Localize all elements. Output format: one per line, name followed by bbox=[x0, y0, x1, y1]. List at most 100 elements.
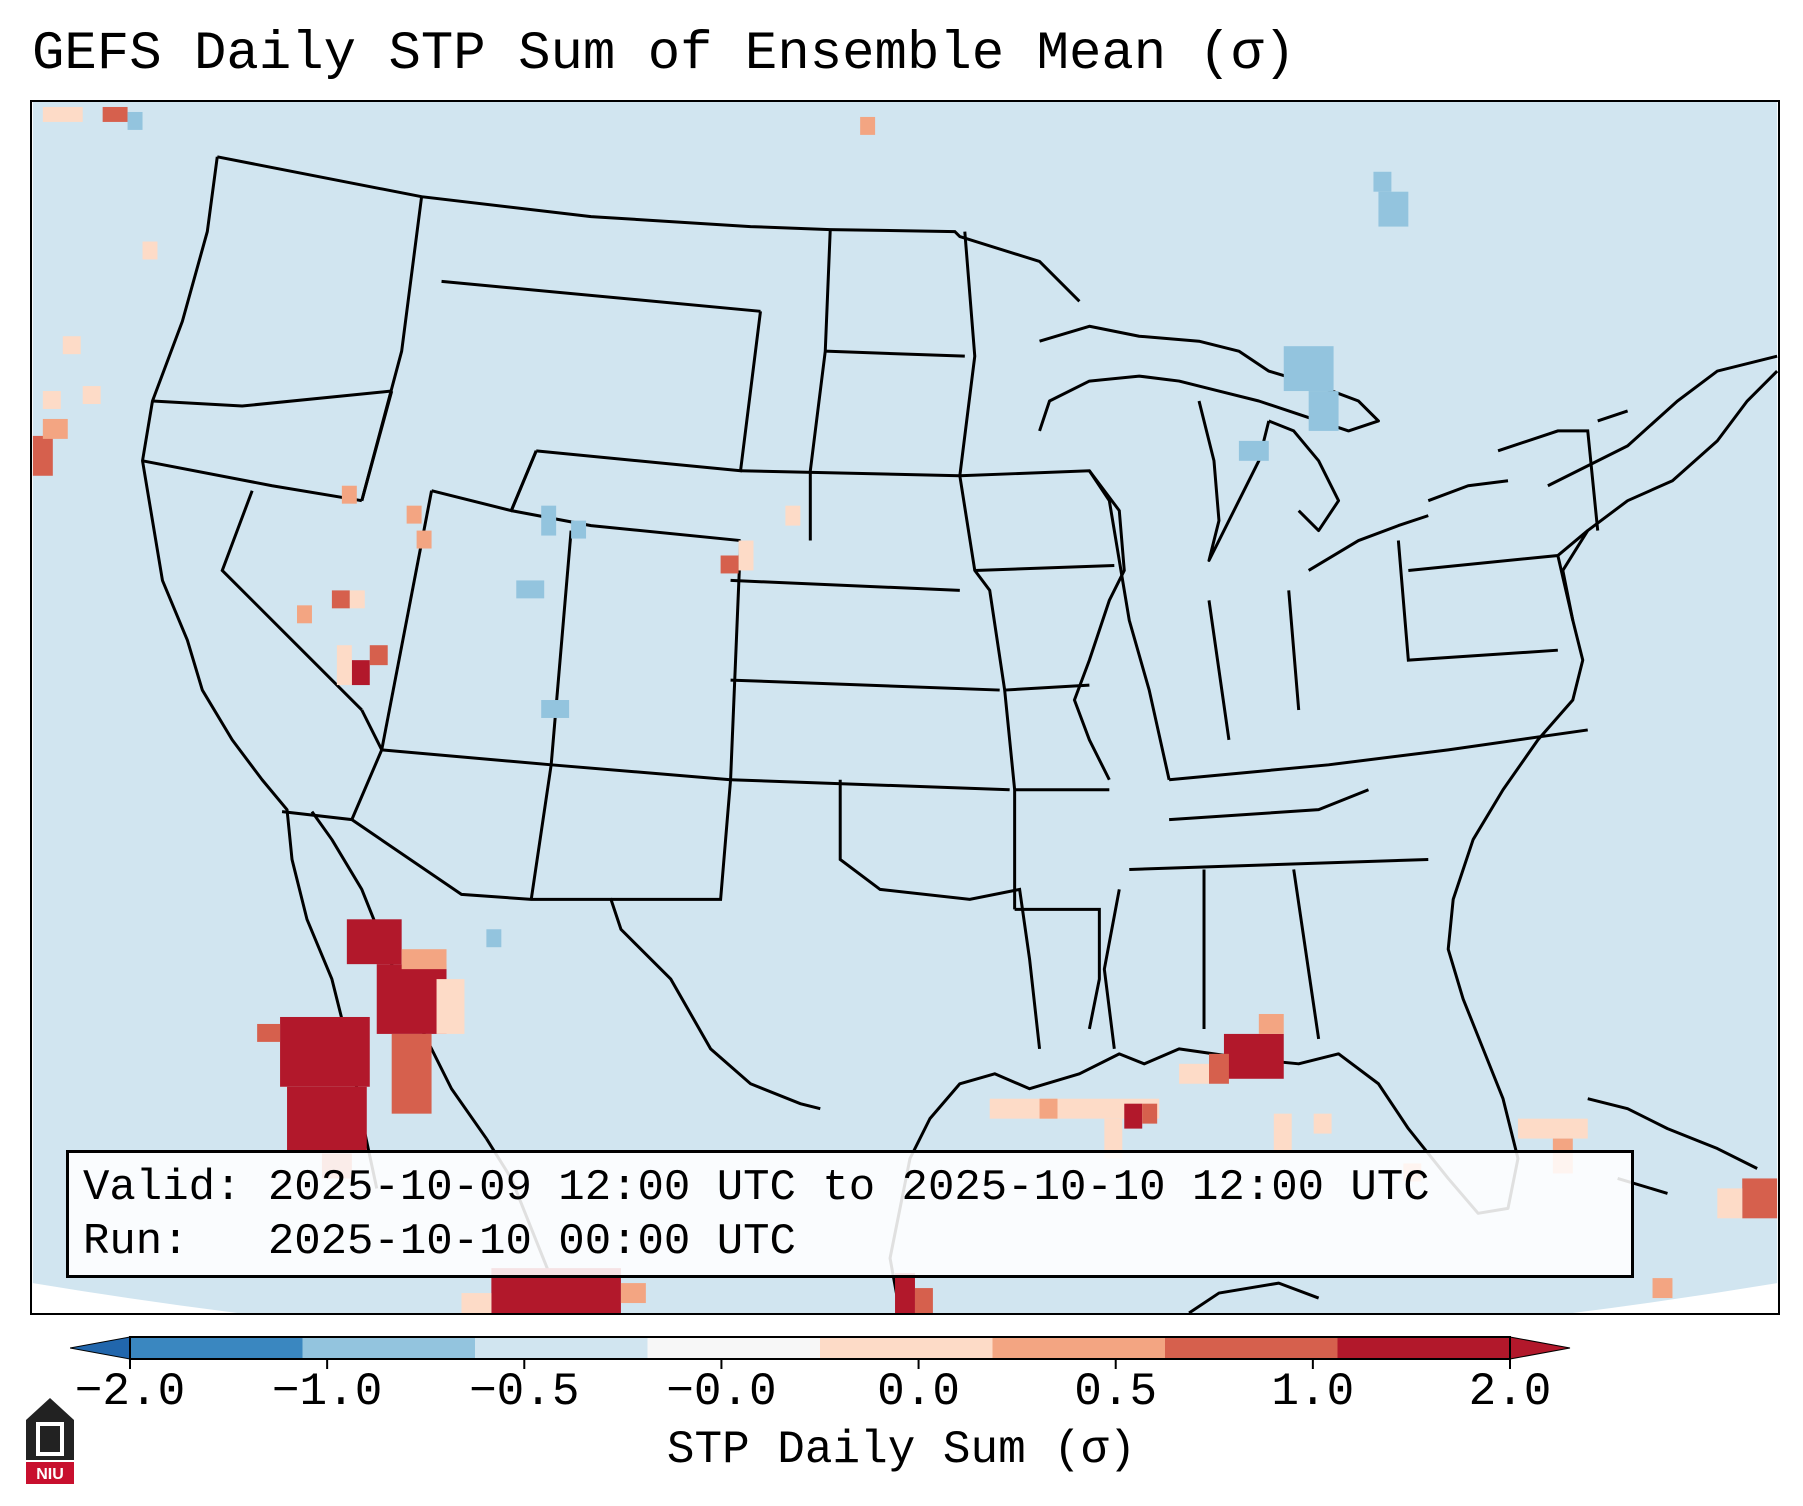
lake-erie bbox=[1307, 514, 1429, 572]
stp-cell bbox=[62, 336, 81, 355]
colorbar-swatch bbox=[302, 1337, 475, 1359]
stp-cell bbox=[1258, 1013, 1284, 1034]
colorbar-tick-label: −0.5 bbox=[469, 1366, 580, 1418]
stp-cell bbox=[1717, 1188, 1743, 1219]
stp-cell bbox=[461, 1293, 492, 1313]
map-domain-background bbox=[32, 102, 1778, 1313]
lake-ontario bbox=[1427, 479, 1509, 503]
stp-cell bbox=[1273, 1113, 1292, 1154]
colorbar bbox=[70, 1336, 1571, 1369]
stp-cell bbox=[486, 929, 502, 948]
stp-cell bbox=[1223, 1033, 1284, 1079]
stp-cell bbox=[1104, 1118, 1123, 1159]
lake-superior bbox=[1038, 324, 1380, 433]
stp-cell bbox=[416, 530, 432, 549]
stp-cell bbox=[1208, 1053, 1229, 1084]
stp-cell bbox=[895, 1273, 915, 1313]
colorbar-swatch bbox=[130, 1337, 303, 1359]
map-canvas bbox=[32, 102, 1778, 1313]
stp-cell bbox=[401, 949, 447, 970]
colorbar-swatch bbox=[475, 1337, 648, 1359]
niu-logo-text: NIU bbox=[36, 1466, 64, 1483]
stp-cell bbox=[1142, 1103, 1158, 1124]
stp-cell bbox=[1652, 1278, 1673, 1299]
colorbar-swatch bbox=[992, 1337, 1165, 1359]
lake-huron bbox=[1268, 419, 1341, 533]
stp-cell bbox=[738, 540, 754, 571]
stp-cell bbox=[1308, 391, 1339, 431]
stp-cell bbox=[914, 1288, 933, 1313]
stp-negative-cells bbox=[127, 111, 1409, 948]
west-coastline bbox=[141, 156, 379, 1189]
niu-logo: NIU bbox=[26, 1398, 74, 1484]
lake-michigan bbox=[1197, 400, 1271, 562]
stp-cell bbox=[42, 418, 68, 439]
stp-cell bbox=[541, 700, 570, 718]
colorbar-swatches bbox=[70, 1336, 1571, 1369]
us-mexico-border bbox=[281, 810, 821, 1111]
stp-cell bbox=[376, 964, 447, 1034]
stp-cell bbox=[1378, 191, 1409, 227]
valid-label: Valid: bbox=[83, 1163, 242, 1213]
stp-cell bbox=[336, 645, 352, 686]
colorbar-swatch bbox=[1337, 1337, 1510, 1359]
stp-cell bbox=[1313, 1113, 1332, 1134]
stp-cell bbox=[349, 590, 365, 609]
stp-cell bbox=[331, 590, 350, 609]
stp-cell bbox=[620, 1283, 646, 1304]
stp-cell bbox=[1517, 1118, 1588, 1139]
colorbar-swatch bbox=[820, 1337, 993, 1359]
stp-cell bbox=[436, 979, 465, 1034]
stp-cell bbox=[1373, 171, 1392, 192]
colorbar-tick-label: 2.0 bbox=[1468, 1366, 1552, 1418]
colorbar-tick-label: −2.0 bbox=[74, 1366, 186, 1418]
stp-cell bbox=[127, 111, 143, 130]
colorbar-swatch bbox=[1165, 1337, 1338, 1359]
stp-cell bbox=[280, 1016, 370, 1087]
stp-cell bbox=[989, 1098, 1160, 1119]
stp-cell bbox=[346, 919, 402, 965]
run-label: Run: bbox=[83, 1217, 189, 1267]
stp-cell bbox=[541, 505, 557, 536]
stp-cell bbox=[82, 386, 101, 405]
stp-cell bbox=[391, 1033, 432, 1114]
stp-cell bbox=[257, 1023, 281, 1042]
colorbar-tick-label: 1.0 bbox=[1271, 1366, 1355, 1418]
map-panel bbox=[30, 100, 1780, 1315]
stp-cell bbox=[102, 106, 128, 122]
colorbar-tick-label: 0.5 bbox=[1074, 1366, 1158, 1418]
stp-cell bbox=[1039, 1098, 1058, 1119]
political-borders bbox=[142, 155, 1778, 1111]
stp-cell bbox=[32, 435, 53, 476]
stp-cell bbox=[369, 645, 388, 666]
stp-cell bbox=[287, 1086, 367, 1152]
stp-cell bbox=[516, 580, 545, 599]
colorbar-label: STP Daily Sum (σ) bbox=[666, 1424, 1137, 1476]
colorbar-tick-label: −1.0 bbox=[271, 1366, 383, 1418]
stp-cell bbox=[351, 660, 370, 686]
stp-cell bbox=[1238, 440, 1269, 461]
colorbar-extend-high bbox=[1509, 1336, 1571, 1360]
stp-cell bbox=[1742, 1178, 1778, 1219]
colorbar-swatch bbox=[647, 1337, 820, 1359]
stp-cell bbox=[1179, 1063, 1209, 1084]
valid-time-range: 2025-10-09 12:00 UTC to 2025-10-10 12:00… bbox=[267, 1163, 1430, 1213]
stp-cell bbox=[860, 116, 876, 135]
colorbar-tick-label: −0.0 bbox=[666, 1366, 777, 1418]
stp-cell bbox=[42, 106, 83, 122]
stp-cell bbox=[297, 605, 312, 624]
stp-cell bbox=[571, 520, 587, 539]
stp-cell bbox=[406, 505, 422, 524]
stp-cell bbox=[785, 505, 801, 526]
stp-cell bbox=[341, 485, 357, 504]
stp-cell bbox=[720, 555, 739, 574]
colorbar-tick-label: 0.0 bbox=[877, 1366, 960, 1418]
colorbar-extend-low bbox=[70, 1336, 131, 1360]
stp-cell bbox=[1283, 346, 1334, 392]
chart-title: GEFS Daily STP Sum of Ensemble Mean (σ) bbox=[32, 24, 1296, 85]
valid-run-info-box: Valid: 2025-10-09 12:00 UTC to 2025-10-1… bbox=[66, 1150, 1634, 1278]
stp-cell bbox=[42, 391, 61, 409]
stp-cell bbox=[1124, 1103, 1143, 1129]
stp-cell bbox=[142, 241, 158, 260]
run-time: 2025-10-10 00:00 UTC bbox=[267, 1217, 796, 1267]
